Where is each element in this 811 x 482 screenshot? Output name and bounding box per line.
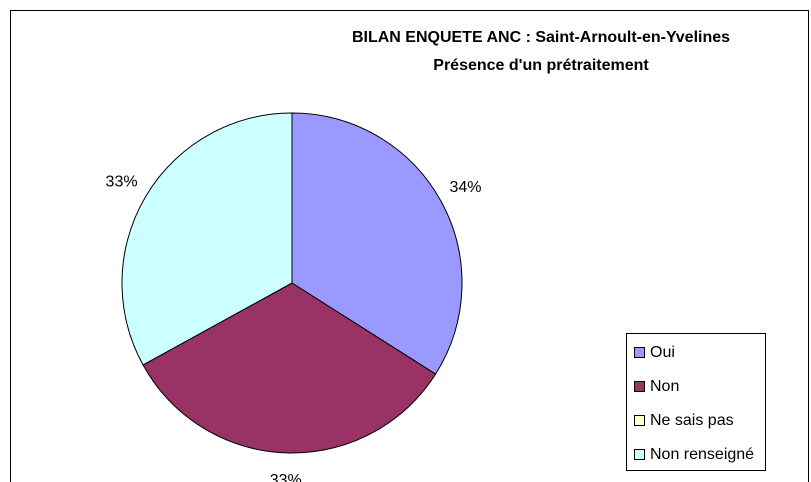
data-label: 34% bbox=[449, 179, 481, 196]
legend-swatch bbox=[634, 415, 645, 426]
chart-title: BILAN ENQUETE ANC : Saint-Arnoult-en-Yve… bbox=[352, 29, 730, 46]
legend-label: Non bbox=[650, 378, 679, 395]
data-label: 33% bbox=[270, 472, 302, 482]
legend-label: Non renseigné bbox=[650, 446, 754, 463]
legend-swatch bbox=[634, 449, 645, 460]
legend-box bbox=[626, 333, 766, 471]
pie-slice bbox=[291, 112, 463, 375]
pie-slice bbox=[121, 112, 293, 366]
legend-swatch bbox=[634, 347, 645, 358]
legend-swatch bbox=[634, 381, 645, 392]
chart-subtitle: Présence d'un prétraitement bbox=[433, 57, 649, 74]
legend-label: Ne sais pas bbox=[650, 412, 734, 429]
pie-slice bbox=[142, 282, 437, 454]
legend-label: Oui bbox=[650, 344, 675, 361]
data-label: 33% bbox=[106, 173, 138, 190]
